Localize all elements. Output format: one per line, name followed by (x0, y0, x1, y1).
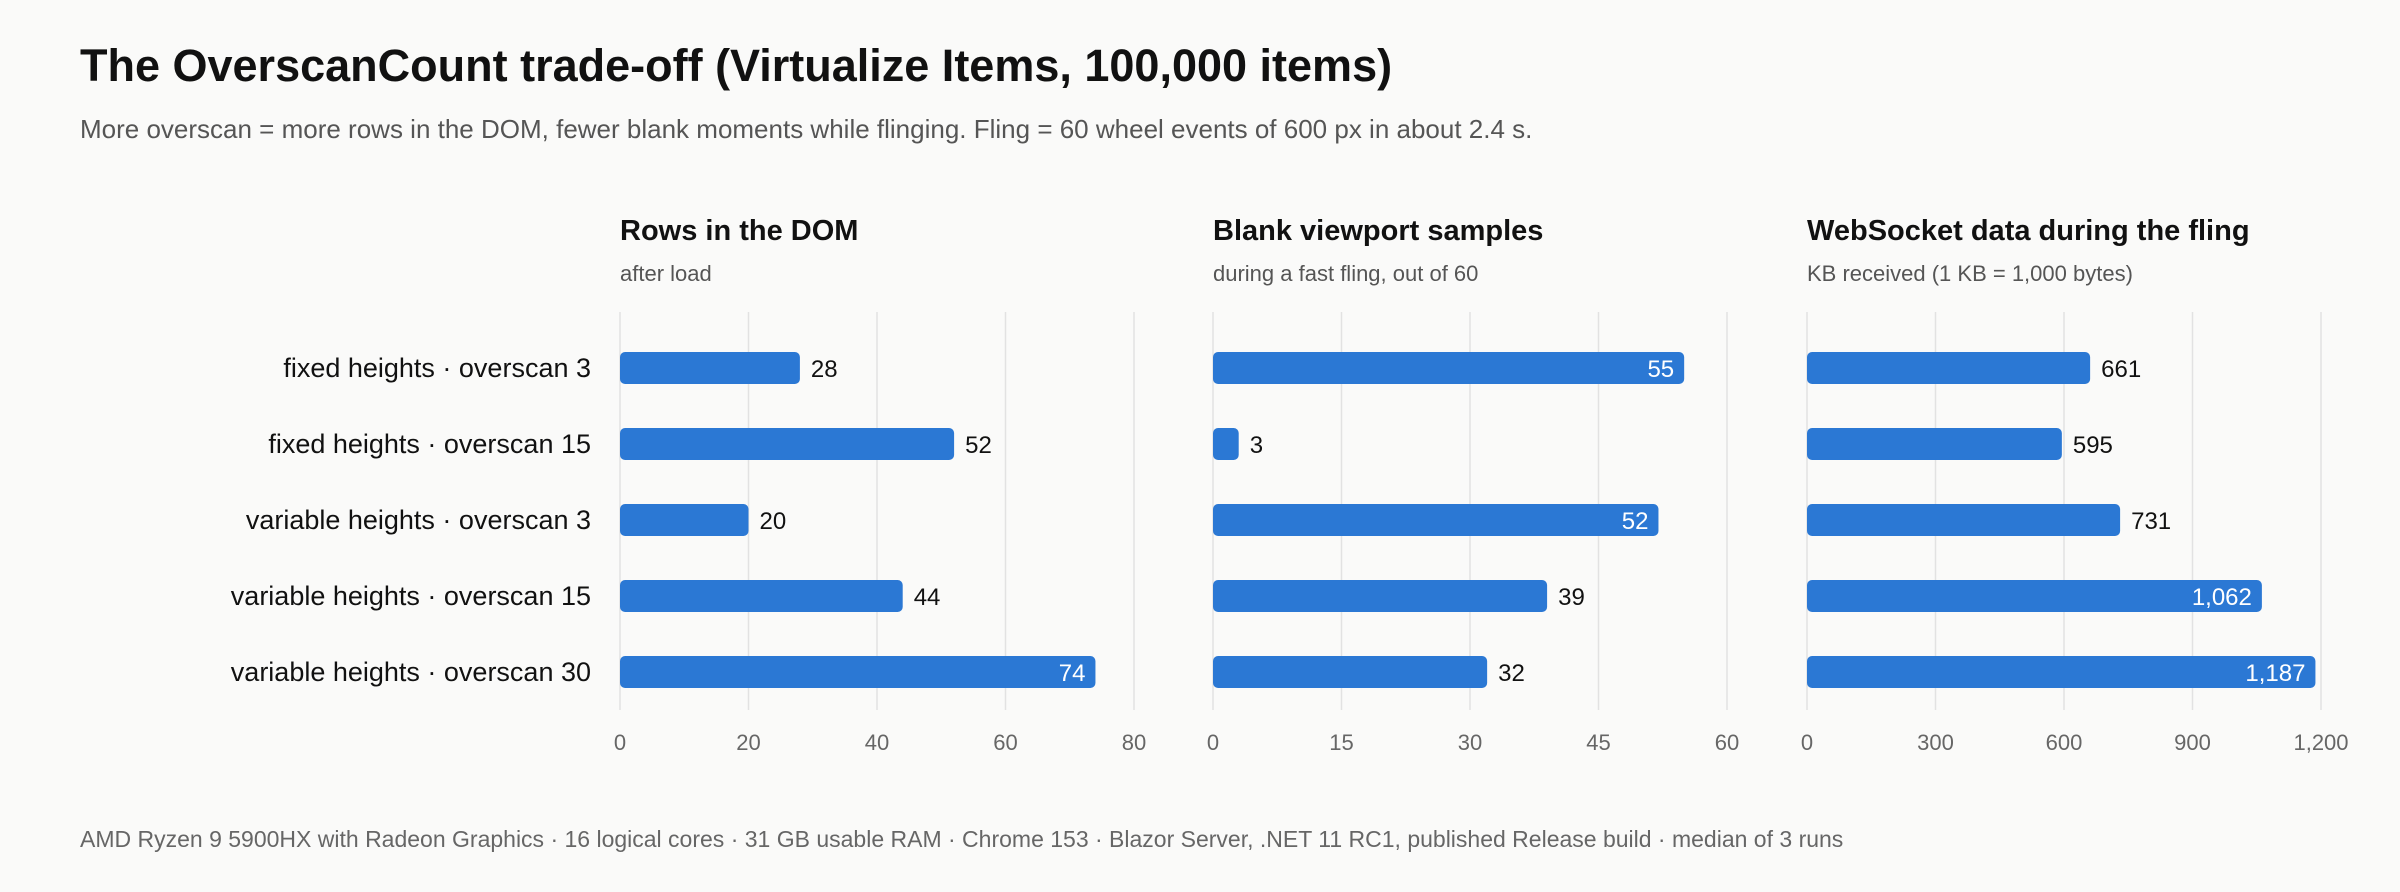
data-label: 28 (811, 356, 838, 383)
bar (1807, 504, 2121, 536)
tick-label: 45 (1586, 730, 1610, 755)
bar (1213, 656, 1488, 688)
tick-label: 0 (1207, 730, 1219, 755)
bar (620, 352, 800, 384)
chart-subtitle: More overscan = more rows in the DOM, fe… (80, 114, 1533, 144)
footer-note: AMD Ryzen 9 5900HX with Radeon Graphics … (80, 826, 1844, 852)
tick-label: 900 (2174, 730, 2211, 755)
bar (1213, 504, 1659, 536)
data-label: 52 (1622, 508, 1649, 535)
bar (1213, 428, 1239, 460)
data-label: 32 (1498, 660, 1525, 687)
data-label: 74 (1059, 660, 1086, 687)
tick-label: 0 (1801, 730, 1813, 755)
data-label: 20 (760, 508, 787, 535)
category-label: variable heights · overscan 3 (246, 505, 591, 535)
tick-label: 600 (2046, 730, 2083, 755)
tick-label: 300 (1917, 730, 1954, 755)
data-label: 52 (965, 432, 992, 459)
bar (1213, 580, 1548, 612)
tick-label: 15 (1329, 730, 1353, 755)
bar (1807, 428, 2062, 460)
panel-title: WebSocket data during the fling (1807, 215, 2250, 247)
panel-title: Rows in the DOM (620, 215, 858, 247)
data-label: 39 (1558, 584, 1585, 611)
tick-label: 60 (1715, 730, 1739, 755)
tick-label: 80 (1122, 730, 1146, 755)
panel-subtitle: KB received (1 KB = 1,000 bytes) (1807, 261, 2133, 286)
bar (620, 656, 1096, 688)
panel-title: Blank viewport samples (1213, 215, 1543, 247)
bar (1807, 656, 2316, 688)
data-label: 595 (2073, 432, 2113, 459)
panel-subtitle: after load (620, 261, 712, 286)
bar (620, 428, 955, 460)
bar (1213, 352, 1685, 384)
data-label: 731 (2131, 508, 2171, 535)
tick-label: 20 (736, 730, 760, 755)
data-label: 1,062 (2192, 584, 2252, 611)
data-label: 44 (914, 584, 941, 611)
bar (620, 504, 749, 536)
chart-title: The OverscanCount trade-off (Virtualize … (80, 40, 1393, 91)
tick-label: 1,200 (2293, 730, 2348, 755)
tick-label: 40 (865, 730, 889, 755)
category-label: fixed heights · overscan 15 (268, 429, 591, 459)
bar (1807, 352, 2091, 384)
tick-label: 0 (614, 730, 626, 755)
panel-subtitle: during a fast fling, out of 60 (1213, 261, 1478, 286)
data-label: 661 (2101, 356, 2141, 383)
data-label: 3 (1250, 432, 1263, 459)
data-label: 55 (1647, 356, 1674, 383)
category-label: variable heights · overscan 30 (231, 657, 591, 687)
bar (620, 580, 903, 612)
tick-label: 60 (993, 730, 1017, 755)
data-label: 1,187 (2245, 660, 2305, 687)
category-label: fixed heights · overscan 3 (283, 353, 591, 383)
bar (1807, 580, 2262, 612)
category-label: variable heights · overscan 15 (231, 581, 591, 611)
tick-label: 30 (1458, 730, 1482, 755)
